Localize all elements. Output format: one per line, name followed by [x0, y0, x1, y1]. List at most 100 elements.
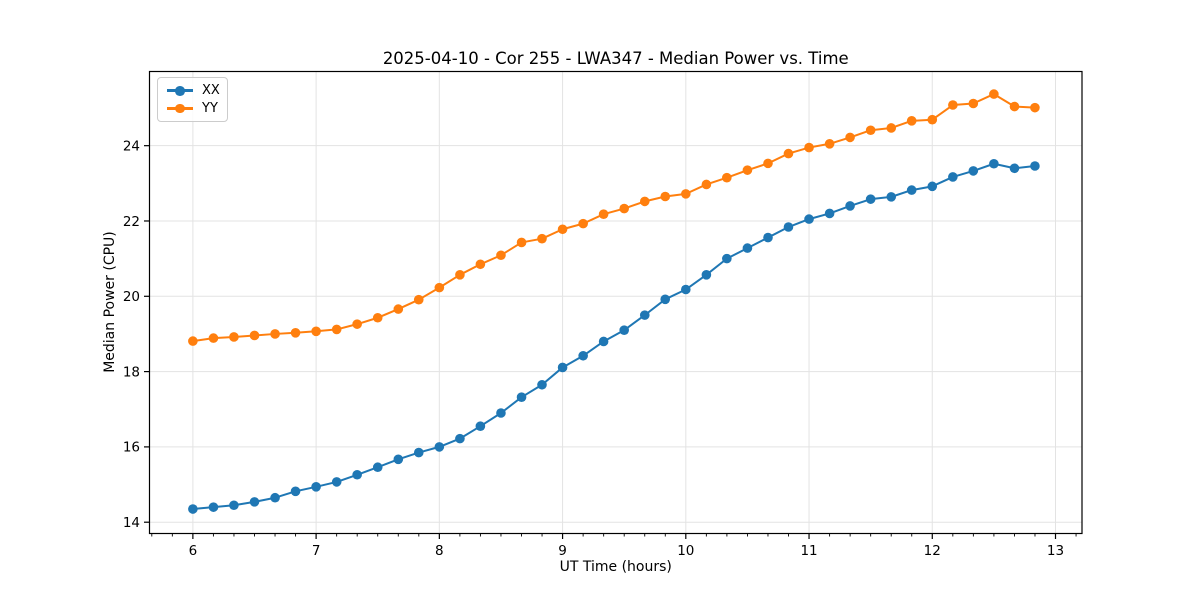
data-point [372, 462, 383, 473]
data-point [311, 326, 321, 337]
y-tick-label: 24 [123, 138, 140, 154]
data-point [578, 218, 588, 229]
legend-marker-dot [175, 103, 185, 114]
data-point [475, 421, 486, 431]
data-point [804, 214, 814, 224]
y-tick-label: 14 [123, 515, 140, 531]
data-point [783, 222, 794, 232]
data-point [496, 250, 506, 261]
data-point [968, 166, 979, 176]
data-point [188, 504, 198, 514]
legend-label: XX [202, 83, 220, 99]
data-point [968, 98, 979, 109]
data-point [393, 304, 404, 314]
x-tick-label: 13 [1047, 543, 1064, 559]
data-point [290, 328, 301, 338]
x-tick-label: 10 [677, 543, 694, 559]
data-point [742, 165, 753, 175]
data-point [681, 189, 691, 199]
data-point [804, 142, 814, 153]
series-markers-xx [188, 158, 1040, 514]
series-markers-yy [188, 89, 1040, 346]
data-point [886, 123, 897, 133]
data-point [906, 185, 917, 195]
legend-label: YY [202, 100, 218, 116]
data-point [906, 116, 917, 126]
data-point [660, 191, 671, 202]
data-point [845, 201, 855, 211]
data-point [619, 325, 629, 335]
data-point [927, 114, 938, 125]
data-point [1030, 161, 1040, 171]
data-point [989, 89, 999, 99]
data-point [393, 454, 404, 465]
chart-legend: XX YY [157, 77, 228, 122]
x-tick-label: 6 [189, 543, 198, 559]
data-point [331, 324, 342, 335]
y-tick-label: 18 [123, 364, 140, 380]
data-point [331, 477, 342, 487]
data-point [639, 310, 650, 320]
data-point [434, 282, 445, 293]
data-point [311, 482, 321, 492]
data-point [413, 447, 424, 458]
data-point [681, 284, 691, 295]
data-point [270, 492, 280, 503]
data-point [701, 179, 712, 190]
data-point [249, 497, 260, 507]
data-point [290, 486, 301, 497]
data-point [578, 350, 588, 361]
y-tick-label: 16 [123, 440, 140, 456]
data-point [1030, 102, 1040, 113]
data-point [701, 270, 712, 280]
data-point [188, 336, 198, 346]
data-point [557, 224, 568, 235]
data-point [352, 469, 362, 480]
data-point [763, 158, 773, 169]
gridlines [149, 71, 1082, 534]
data-point [249, 330, 260, 341]
data-point [845, 132, 855, 143]
data-point [496, 408, 506, 418]
y-tick-label: 20 [123, 289, 140, 305]
legend-line-swatch [167, 103, 193, 114]
legend-marker-dot [175, 86, 185, 96]
x-tick-label: 12 [924, 543, 941, 559]
data-point [989, 158, 999, 169]
data-point [1009, 101, 1020, 112]
data-point [229, 332, 239, 342]
plot-border [148, 70, 1083, 535]
data-point [557, 362, 568, 373]
data-point [722, 172, 732, 183]
data-point [742, 243, 753, 253]
data-point [516, 237, 527, 248]
data-point [722, 253, 732, 264]
x-tick-label: 9 [558, 543, 567, 559]
data-point [208, 333, 219, 343]
x-tick-label: 11 [800, 543, 817, 559]
legend-item-yy: YY [167, 100, 218, 118]
series-line-yy [192, 93, 1035, 343]
data-series [188, 89, 1040, 514]
data-point [352, 319, 362, 329]
data-point [865, 194, 876, 204]
tick-labels: 6 7 8 9 10 11 12 13 14 16 18 20 22 24 [123, 138, 1064, 559]
data-point [537, 233, 547, 244]
data-point [763, 232, 773, 243]
data-point [455, 270, 465, 280]
data-point [208, 502, 219, 512]
data-point [660, 294, 671, 305]
data-point [270, 329, 280, 339]
data-point [948, 172, 958, 182]
chart-title: 2025-04-10 - Cor 255 - LWA347 - Median P… [383, 49, 849, 68]
data-point [639, 196, 650, 207]
data-point [824, 138, 835, 149]
x-axis-label: UT Time (hours) [560, 559, 672, 575]
data-point [372, 312, 383, 323]
data-point [598, 209, 609, 220]
data-point [865, 125, 876, 136]
y-axis-label: Median Power (CPU) [102, 231, 118, 373]
data-point [475, 259, 486, 270]
